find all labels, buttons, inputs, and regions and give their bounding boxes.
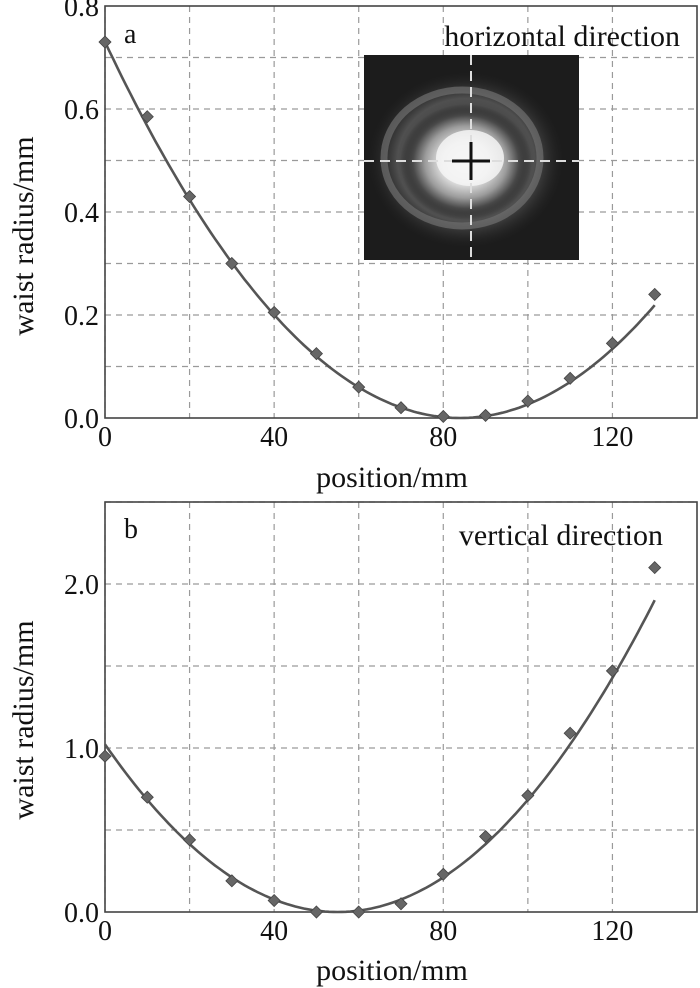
panel-b-grid [104,501,697,912]
panel-b-y-tick-label: 1.0 [64,734,99,765]
panel-a-letter: a [124,19,137,50]
panel-a-y-tick-label: 0.8 [64,0,99,23]
panel-b-data-point [309,905,323,919]
panel-a: 0 40 80 120 0.0 0.2 0.4 0.6 0.8 a horizontal dir… [7,0,698,494]
panel-b: 0 40 80 120 0.0 1.0 2.0 b vertical direction p… [7,501,698,987]
panel-a-data-point [563,371,577,385]
panel-b-x-tick-label: 40 [260,916,288,947]
panel-b-data-point [140,790,154,804]
panel-b-data-point [563,726,577,740]
panel-a-data-point [521,394,535,408]
panel-a-data-point [183,189,197,204]
panel-a-y-tick-label: 0.0 [64,404,99,435]
panel-b-data-point [605,664,619,678]
panel-a-data-point [309,347,323,361]
panel-b-markers [98,561,662,919]
panel-b-data-point [183,833,197,847]
panel-a-x-tick-label: 80 [429,422,457,453]
inset-ring [380,86,544,230]
panel-a-y-axis-label: waist radius/mm [7,136,40,335]
panel-a-y-tick-label: 0.4 [64,198,99,229]
panel-b-y-tick-label: 0.0 [64,898,99,929]
panel-b-y-axis-label: waist radius/mm [7,620,40,819]
panel-b-direction-label: vertical direction [459,519,663,552]
panel-a-frame [104,5,698,419]
panel-b-data-point [521,788,535,803]
panel-a-data-point [225,256,239,271]
panel-a-markers [98,35,662,424]
panel-a-data-point [436,409,450,424]
panel-b-fit-curve [103,599,656,914]
panel-b-y-tick-label: 2.0 [64,570,99,601]
beam-profile-inset [364,55,579,260]
panel-a-data-point [648,287,662,301]
panel-b-x-tick-label: 120 [591,916,633,947]
panel-a-direction-label: horizontal direction [444,20,680,53]
panel-a-fit-curve [103,41,656,420]
panel-b-data-point [648,561,662,575]
panel-a-data-point [140,110,154,124]
panel-b-data-point [267,893,281,908]
panel-b-data-point [436,867,450,881]
panel-a-data-point [98,35,112,49]
panel-a-data-point [394,401,408,415]
panel-b-frame [104,501,698,913]
panel-a-x-tick-label: 120 [591,422,633,453]
panel-b-x-axis-label: position/mm [316,954,468,987]
panel-a-data-point [352,380,366,394]
panel-a-x-tick-label: 40 [260,422,288,453]
panel-b-ticks: 0 40 80 120 0.0 1.0 2.0 [64,570,633,947]
panel-b-x-tick-label: 80 [429,916,457,947]
panel-b-x-tick-label: 0 [98,916,112,947]
panel-a-y-tick-label: 0.2 [64,301,99,332]
panel-a-data-point [479,408,493,422]
panel-b-data-point [394,897,408,911]
panel-b-data-point [352,905,366,919]
panel-a-x-tick-label: 0 [98,422,112,453]
panel-a-y-tick-label: 0.6 [64,95,99,126]
panel-b-data-point [98,749,112,763]
panel-b-data-point [479,829,493,844]
panel-a-data-point [267,305,281,319]
panel-a-data-point [605,336,619,350]
panel-a-x-axis-label: position/mm [316,461,468,494]
panel-b-letter: b [124,514,138,545]
panel-a-ticks: 0 40 80 120 0.0 0.2 0.4 0.6 0.8 [64,0,633,453]
panel-b-data-point [225,874,239,888]
